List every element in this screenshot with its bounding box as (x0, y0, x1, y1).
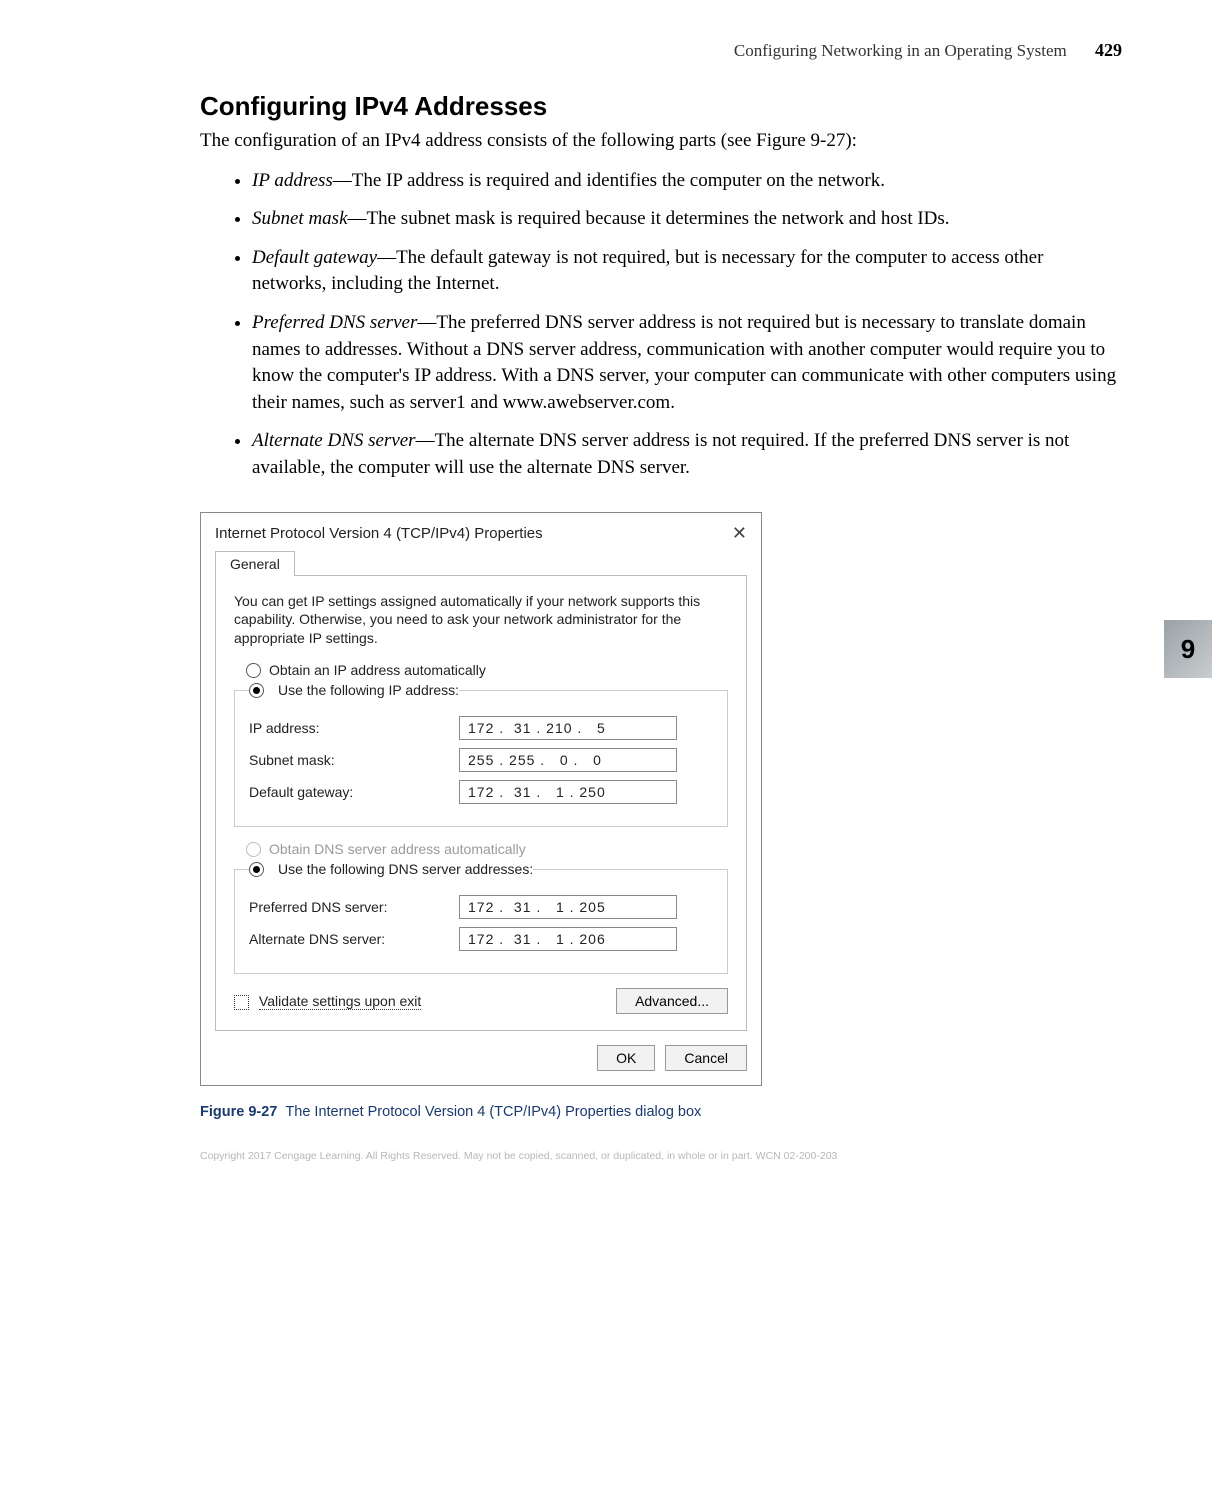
dialog-title: Internet Protocol Version 4 (TCP/IPv4) P… (215, 525, 543, 542)
input-subnet-mask[interactable]: 255 . 255 . 0 . 0 (459, 748, 677, 772)
tab-row: General (201, 550, 761, 575)
list-item: Preferred DNS server—The preferred DNS s… (252, 310, 1122, 416)
radio-icon (246, 663, 261, 678)
definition-list: IP address—The IP address is required an… (200, 168, 1122, 482)
term: Subnet mask (252, 208, 348, 229)
close-icon[interactable]: ✕ (732, 523, 747, 544)
bottom-row: Validate settings upon exit Advanced... (234, 988, 728, 1014)
field-ip-address: IP address: 172 . 31 . 210 . 5 (249, 716, 713, 740)
term-desc: —The subnet mask is required because it … (348, 208, 950, 229)
field-default-gateway: Default gateway: 172 . 31 . 1 . 250 (249, 780, 713, 804)
label-preferred-dns: Preferred DNS server: (249, 899, 459, 915)
radio-label: Obtain an IP address automatically (269, 662, 486, 678)
page-number: 429 (1095, 40, 1122, 60)
running-title: Configuring Networking in an Operating S… (734, 41, 1067, 60)
label-alternate-dns: Alternate DNS server: (249, 931, 459, 947)
term-desc: —The IP address is required and identifi… (333, 170, 885, 191)
input-alternate-dns[interactable]: 172 . 31 . 1 . 206 (459, 927, 677, 951)
section-title: Configuring IPv4 Addresses (200, 91, 1122, 122)
tab-general[interactable]: General (215, 551, 295, 576)
term: Alternate DNS server (252, 430, 416, 451)
checkbox-icon (234, 995, 249, 1010)
radio-label: Obtain DNS server address automatically (269, 841, 526, 857)
field-subnet-mask: Subnet mask: 255 . 255 . 0 . 0 (249, 748, 713, 772)
advanced-button[interactable]: Advanced... (616, 988, 728, 1014)
input-ip-address[interactable]: 172 . 31 . 210 . 5 (459, 716, 677, 740)
copyright-notice: Copyright 2017 Cengage Learning. All Rig… (200, 1150, 1122, 1162)
cancel-button[interactable]: Cancel (665, 1045, 747, 1071)
term: IP address (252, 170, 333, 191)
dialog-description: You can get IP settings assigned automat… (234, 592, 728, 649)
label-ip: IP address: (249, 720, 459, 736)
radio-obtain-dns-auto: Obtain DNS server address automatically (246, 841, 728, 857)
list-item: IP address—The IP address is required an… (252, 168, 1122, 195)
radio-icon[interactable] (249, 683, 264, 698)
validate-label: Validate settings upon exit (259, 993, 421, 1010)
figure-caption: Figure 9-27 The Internet Protocol Versio… (200, 1104, 1122, 1120)
tab-body: You can get IP settings assigned automat… (215, 575, 747, 1032)
term: Preferred DNS server (252, 312, 417, 333)
dialog-titlebar: Internet Protocol Version 4 (TCP/IPv4) P… (201, 513, 761, 550)
validate-checkbox-wrap[interactable]: Validate settings upon exit (234, 993, 421, 1010)
figure-number: Figure 9-27 (200, 1104, 277, 1120)
field-preferred-dns: Preferred DNS server: 172 . 31 . 1 . 205 (249, 895, 713, 919)
chapter-tab: 9 (1164, 620, 1212, 678)
tcpip-properties-dialog: Internet Protocol Version 4 (TCP/IPv4) P… (200, 512, 762, 1087)
radio-icon[interactable] (249, 862, 264, 877)
dialog-footer: OK Cancel (201, 1045, 761, 1085)
list-item: Alternate DNS server—The alternate DNS s… (252, 428, 1122, 481)
running-header: Configuring Networking in an Operating S… (90, 40, 1122, 61)
radio-label: Use the following IP address: (278, 682, 459, 698)
ip-address-group: Use the following IP address: IP address… (234, 682, 728, 827)
radio-label: Use the following DNS server addresses: (278, 861, 533, 877)
field-alternate-dns: Alternate DNS server: 172 . 31 . 1 . 206 (249, 927, 713, 951)
dns-group: Use the following DNS server addresses: … (234, 861, 728, 974)
figure-caption-text: The Internet Protocol Version 4 (TCP/IPv… (285, 1104, 701, 1120)
term: Default gateway (252, 247, 377, 268)
radio-icon (246, 842, 261, 857)
input-default-gateway[interactable]: 172 . 31 . 1 . 250 (459, 780, 677, 804)
list-item: Subnet mask—The subnet mask is required … (252, 206, 1122, 233)
radio-obtain-ip-auto[interactable]: Obtain an IP address automatically (246, 662, 728, 678)
figure-dialog: Internet Protocol Version 4 (TCP/IPv4) P… (200, 512, 1122, 1121)
section-intro: The configuration of an IPv4 address con… (200, 128, 1122, 154)
label-gateway: Default gateway: (249, 784, 459, 800)
list-item: Default gateway—The default gateway is n… (252, 245, 1122, 298)
ok-button[interactable]: OK (597, 1045, 655, 1071)
input-preferred-dns[interactable]: 172 . 31 . 1 . 205 (459, 895, 677, 919)
label-subnet: Subnet mask: (249, 752, 459, 768)
